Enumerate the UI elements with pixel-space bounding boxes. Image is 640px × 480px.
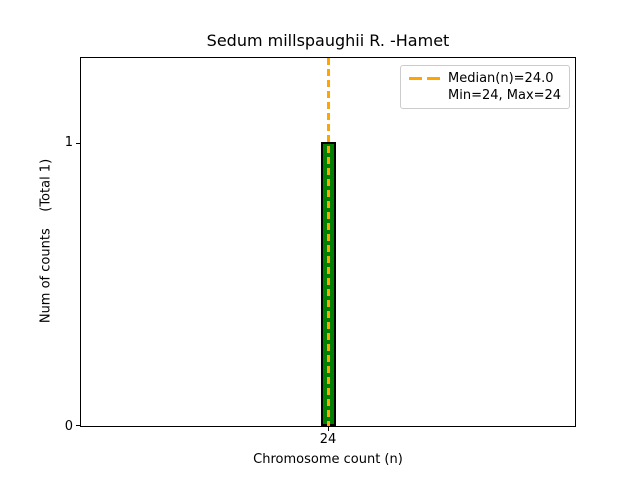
- y-tick-label-1: 1: [64, 135, 73, 150]
- y-tick-mark-0: [76, 425, 80, 426]
- legend: Median(n)=24.0 Min=24, Max=24: [400, 65, 570, 109]
- median-line: [327, 58, 330, 426]
- x-tick-mark-24: [328, 427, 329, 431]
- x-tick-label-24: 24: [319, 432, 337, 447]
- chart-title: Sedum millspaughii R. -Hamet: [206, 31, 450, 50]
- legend-label-median: Median(n)=24.0: [448, 70, 554, 86]
- legend-label-minmax: Min=24, Max=24: [448, 87, 562, 103]
- y-tick-label-0: 0: [64, 419, 73, 434]
- x-axis-label: Chromosome count (n): [253, 452, 403, 467]
- median-dashed-line-swatch: [409, 77, 440, 80]
- plot-area: [76, 57, 576, 431]
- legend-item-minmax: Min=24, Max=24: [409, 87, 561, 104]
- y-tick-mark-1: [76, 143, 80, 144]
- legend-empty-swatch: [409, 94, 440, 97]
- y-axis-label: Num of counts (Total 1): [38, 158, 54, 324]
- legend-item-median: Median(n)=24.0: [409, 70, 561, 87]
